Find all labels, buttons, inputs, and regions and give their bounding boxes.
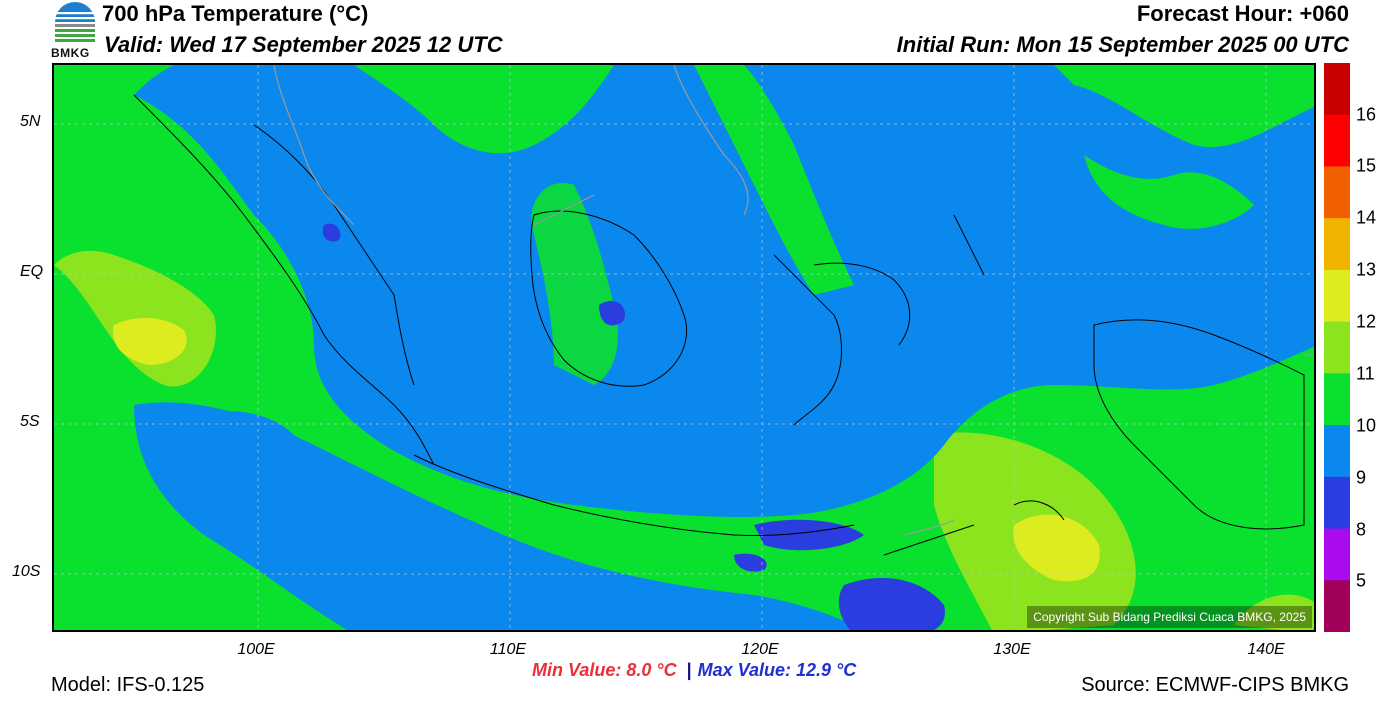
colorbar-segment [1324,528,1350,581]
colorbar-segment [1324,321,1350,374]
colorbar-label: 16 [1356,104,1377,125]
valid-time: Valid: Wed 17 September 2025 12 UTC [104,32,503,57]
lon-label-130e: 130E [993,641,1031,658]
bmkg-logo-icon [51,0,99,60]
colorbar-segment [1324,476,1350,530]
colorbar-segment [1324,166,1350,219]
page-title: 700 hPa Temperature (°C) [102,1,369,26]
lon-label-110e: 110E [489,641,527,658]
colorbar-label: 9 [1356,467,1367,488]
lat-label-10s: 10S [12,563,41,580]
colorbar-segment [1324,269,1350,323]
colorbar-label: 5 [1356,570,1367,591]
lat-label-5n: 5N [20,113,41,130]
colorbar-segment [1324,114,1350,168]
colorbar-segment [1324,425,1350,478]
max-value: Max Value: 12.9 °C [697,660,857,680]
colorbar-segment [1324,580,1350,633]
colorbar-label: 11 [1356,363,1375,384]
colorbar-label: 14 [1356,207,1377,228]
lon-label-120e: 120E [741,641,779,658]
colorbar [1324,63,1350,633]
colorbar-segment [1324,63,1350,116]
min-max-separator: | [686,660,692,680]
min-value: Min Value: 8.0 °C [532,660,677,680]
logo-text: BMKG [51,46,90,60]
colorbar-label: 12 [1356,311,1377,332]
lon-label-100e: 100E [237,641,275,658]
model-label: Model: IFS-0.125 [51,674,205,696]
forecast-hour: Forecast Hour: +060 [1136,1,1349,26]
colorbar-label: 15 [1356,155,1377,176]
colorbar-segment [1324,373,1350,426]
initial-run: Initial Run: Mon 15 September 2025 00 UT… [896,32,1349,57]
lat-label-5s: 5S [20,413,40,430]
lat-label-eq: EQ [20,263,44,280]
lon-label-140e: 140E [1247,641,1285,658]
copyright-note: Copyright Sub Bidang Prediksi Cuaca BMKG… [1027,606,1312,628]
colorbar-segment [1324,218,1350,271]
temperature-field [54,65,1314,630]
colorbar-label: 10 [1356,415,1377,436]
colorbar-label: 8 [1356,519,1367,540]
source-label: Source: ECMWF-CIPS BMKG [1081,674,1349,696]
colorbar-label: 13 [1356,259,1377,280]
temperature-map: Copyright Sub Bidang Prediksi Cuaca BMKG… [52,63,1316,632]
min-max-values: Min Value: 8.0 °C | Max Value: 12.9 °C [532,660,856,681]
